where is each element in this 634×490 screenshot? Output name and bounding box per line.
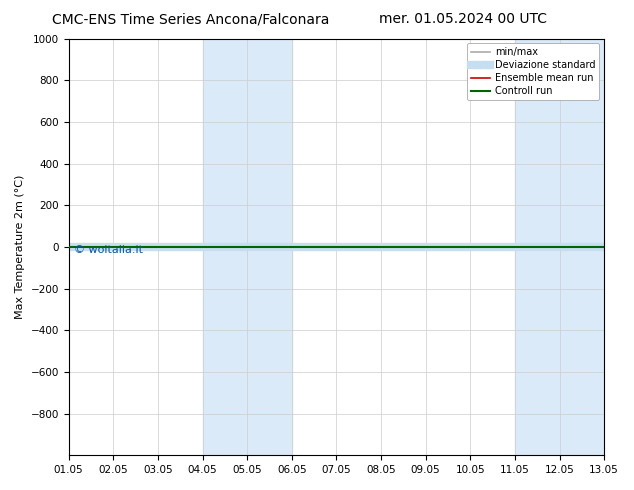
Y-axis label: Max Temperature 2m (°C): Max Temperature 2m (°C) bbox=[15, 175, 25, 319]
Text: mer. 01.05.2024 00 UTC: mer. 01.05.2024 00 UTC bbox=[379, 12, 547, 26]
Bar bbox=[202, 39, 292, 455]
Legend: min/max, Deviazione standard, Ensemble mean run, Controll run: min/max, Deviazione standard, Ensemble m… bbox=[467, 44, 599, 100]
Text: CMC-ENS Time Series Ancona/Falconara: CMC-ENS Time Series Ancona/Falconara bbox=[51, 12, 329, 26]
Bar bbox=[515, 39, 604, 455]
Text: © woitalia.it: © woitalia.it bbox=[74, 245, 143, 255]
